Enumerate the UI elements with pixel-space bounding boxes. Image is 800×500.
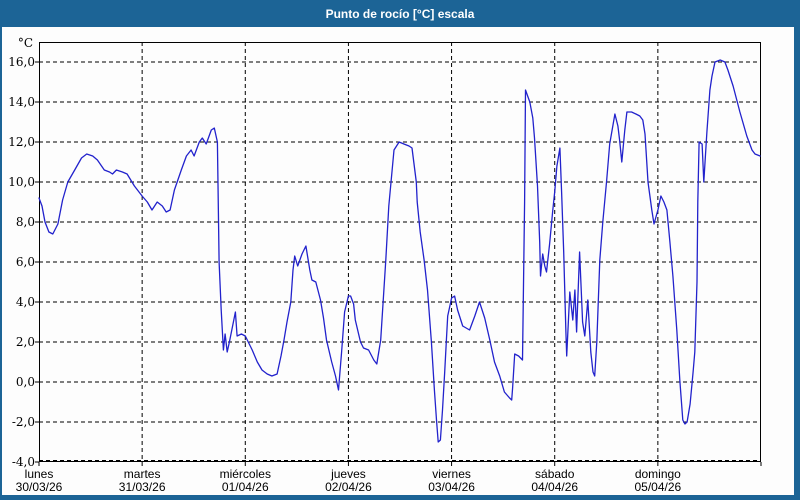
y-axis-unit-label: °C xyxy=(17,36,33,50)
x-day-date: 05/04/26 xyxy=(634,480,682,494)
plot-area xyxy=(35,42,762,466)
x-day-label: domingo 05/04/26 xyxy=(603,468,713,494)
x-day-label: jueves 02/04/26 xyxy=(293,468,403,494)
x-day-label: miércoles 01/04/26 xyxy=(190,468,300,494)
x-day-name: sábado xyxy=(535,467,575,481)
x-day-date: 31/03/26 xyxy=(118,480,166,494)
x-day-name: domingo xyxy=(634,467,681,481)
x-day-label: viernes 03/04/26 xyxy=(397,468,507,494)
y-tick-label: 14,0 xyxy=(8,95,35,109)
x-day-date: 01/04/26 xyxy=(221,480,269,494)
x-day-name: miércoles xyxy=(219,467,271,481)
x-day-label: lunes 30/03/26 xyxy=(0,468,94,494)
y-tick-label: 4,0 xyxy=(15,295,35,309)
x-day-date: 30/03/26 xyxy=(15,480,63,494)
y-tick-label: 6,0 xyxy=(15,255,35,269)
y-tick-label: -4,0 xyxy=(11,455,35,469)
y-tick-label: 0,0 xyxy=(15,375,35,389)
y-tick-label: -2,0 xyxy=(11,415,35,429)
y-tick-label: 16,0 xyxy=(8,55,35,69)
x-day-name: lunes xyxy=(24,467,54,481)
x-day-name: martes xyxy=(123,467,161,481)
x-day-label: martes 31/03/26 xyxy=(87,468,197,494)
y-tick-label: 2,0 xyxy=(15,335,35,349)
window-title-bar: Punto de rocío [°C] escala xyxy=(0,0,800,27)
x-day-date: 04/04/26 xyxy=(531,480,579,494)
dew-point-line xyxy=(38,59,761,443)
x-day-name: viernes xyxy=(432,467,471,481)
x-day-name: jueves xyxy=(331,467,366,481)
x-day-date: 02/04/26 xyxy=(325,480,372,494)
y-tick-label: 12,0 xyxy=(8,135,35,149)
plot-border xyxy=(39,42,761,462)
chart-panel: °C 16,0 14,0 12,0 10,0 8,0 6,0 4,0 2,0 0,0 -2,0 -4… xyxy=(2,27,794,495)
y-tick-label: 10,0 xyxy=(8,175,35,189)
x-day-label: sábado 04/04/26 xyxy=(500,468,610,494)
y-tick-label: 8,0 xyxy=(15,215,35,229)
window-title: Punto de rocío [°C] escala xyxy=(325,6,475,21)
x-day-date: 03/04/26 xyxy=(428,480,475,494)
